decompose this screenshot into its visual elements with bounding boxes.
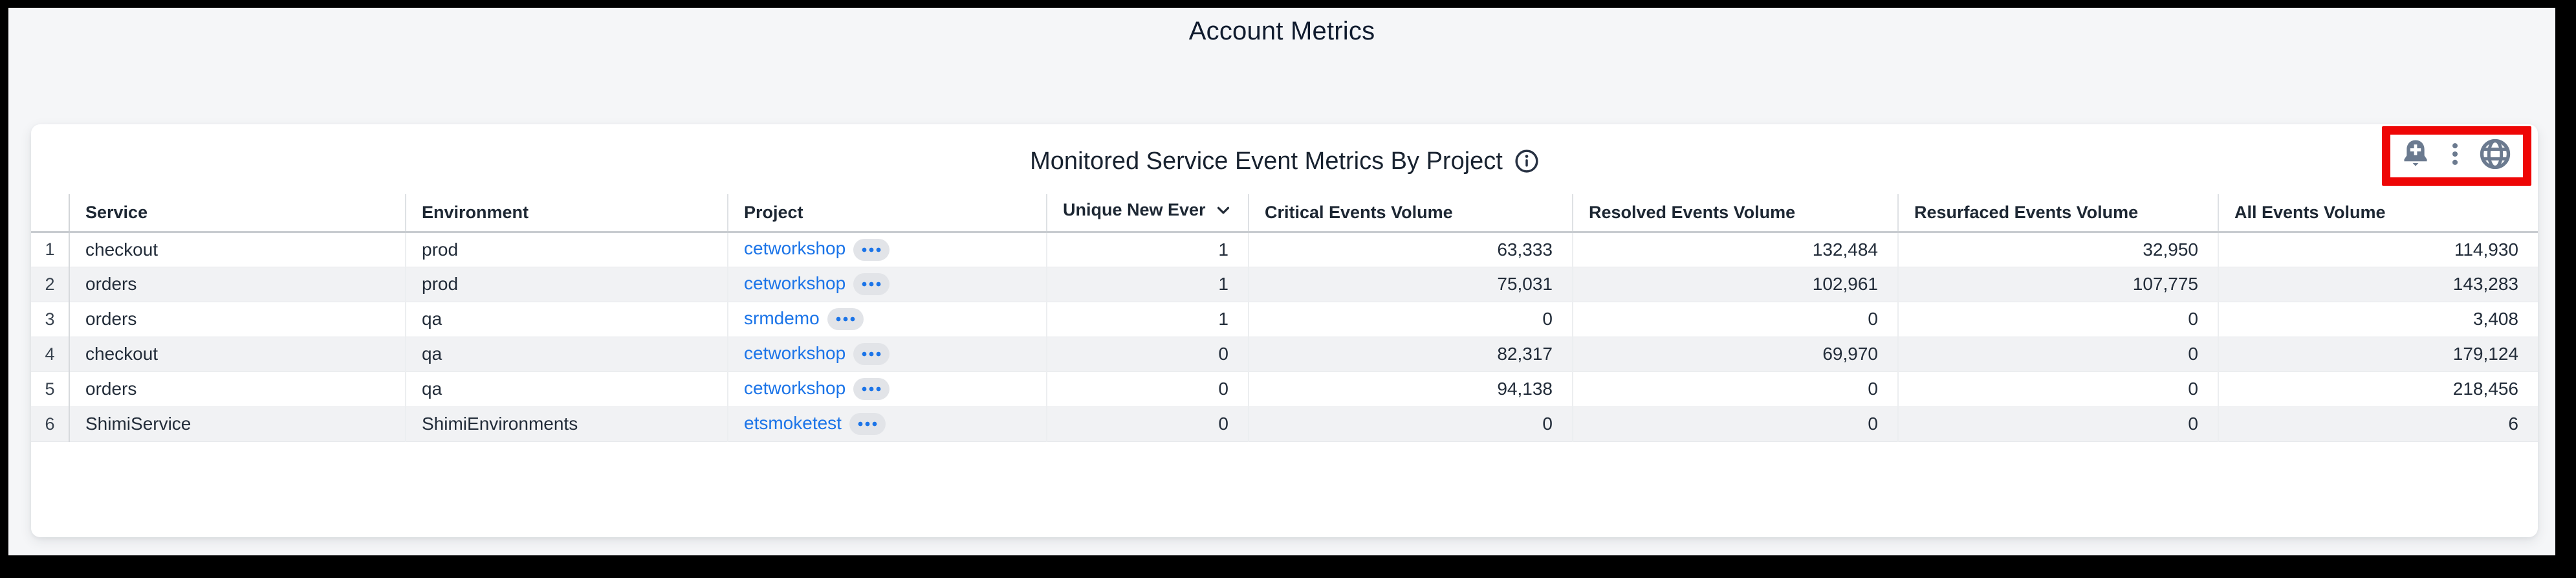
cell-service: checkout [69, 232, 406, 267]
cell-unique-new-events: 0 [1046, 406, 1249, 442]
cell-all-events: 179,124 [2218, 337, 2538, 372]
cell-environment: prod [405, 232, 728, 267]
metrics-panel: Monitored Service Event Metrics By Proje… [31, 124, 2538, 537]
panel-toolbar [2392, 124, 2519, 184]
panel-title: Monitored Service Event Metrics By Proje… [1030, 148, 1503, 175]
cell-unique-new-events: 1 [1046, 302, 1249, 337]
header-unique-new-events-label: Unique New Ever [1063, 200, 1206, 220]
cell-resurfaced-events: 0 [1897, 406, 2218, 442]
cell-service: orders [69, 267, 406, 302]
header-row: Service Environment Project Unique New E… [31, 194, 2538, 233]
cell-all-events: 3,408 [2218, 302, 2538, 337]
cell-environment: prod [405, 267, 728, 302]
table-row: 6 ShimiService ShimiEnvironments etsmoke… [31, 406, 2538, 442]
ellipsis-badge[interactable] [853, 378, 890, 401]
ellipsis-badge[interactable] [827, 308, 864, 331]
table-row: 1 checkout prod cetworkshop 1 63,333 132… [31, 232, 2538, 267]
project-link[interactable]: etsmoketest [744, 412, 842, 433]
ellipsis-badge[interactable] [853, 273, 890, 296]
cell-resurfaced-events: 0 [1897, 372, 2218, 407]
cell-project: cetworkshop [727, 232, 1047, 267]
cell-all-events: 143,283 [2218, 267, 2538, 302]
cell-critical-events: 94,138 [1248, 372, 1573, 407]
row-index: 1 [31, 232, 69, 267]
cell-unique-new-events: 0 [1046, 337, 1249, 372]
cell-resurfaced-events: 0 [1897, 337, 2218, 372]
cell-resurfaced-events: 32,950 [1897, 232, 2218, 267]
row-index: 2 [31, 267, 69, 302]
cell-service: orders [69, 302, 406, 337]
project-link[interactable]: srmdemo [744, 307, 820, 328]
cell-resolved-events: 69,970 [1572, 337, 1898, 372]
header-service[interactable]: Service [69, 194, 406, 233]
page-title: Account Metrics [1188, 17, 1375, 45]
project-link[interactable]: cetworkshop [744, 377, 846, 398]
cell-unique-new-events: 1 [1046, 232, 1249, 267]
cell-unique-new-events: 1 [1046, 267, 1249, 302]
cell-critical-events: 0 [1248, 302, 1573, 337]
header-critical-events[interactable]: Critical Events Volume [1248, 194, 1573, 233]
row-index: 4 [31, 337, 69, 372]
cell-resurfaced-events: 0 [1897, 302, 2218, 337]
cell-service: checkout [69, 337, 406, 372]
cell-project: etsmoketest [727, 406, 1047, 442]
cell-resurfaced-events: 107,775 [1897, 267, 2218, 302]
header-environment[interactable]: Environment [405, 194, 728, 233]
globe-icon[interactable] [2478, 137, 2513, 172]
cell-resolved-events: 0 [1572, 406, 1898, 442]
cell-project: cetworkshop [727, 337, 1047, 372]
cell-service: ShimiService [69, 406, 406, 442]
cell-critical-events: 82,317 [1248, 337, 1573, 372]
cell-resolved-events: 0 [1572, 302, 1898, 337]
cell-all-events: 114,930 [2218, 232, 2538, 267]
table-row: 4 checkout qa cetworkshop 0 82,317 69,97… [31, 337, 2538, 372]
row-index: 3 [31, 302, 69, 337]
header-row-index [31, 194, 69, 233]
header-all-events[interactable]: All Events Volume [2218, 194, 2538, 233]
table-row: 3 orders qa srmdemo 1 0 0 0 3,408 [31, 302, 2538, 337]
chevron-down-icon [1214, 201, 1233, 225]
cell-unique-new-events: 0 [1046, 372, 1249, 407]
cell-all-events: 6 [2218, 406, 2538, 442]
cell-project: cetworkshop [727, 372, 1047, 407]
cell-environment: qa [405, 337, 728, 372]
header-project[interactable]: Project [727, 194, 1047, 233]
header-resurfaced-events[interactable]: Resurfaced Events Volume [1897, 194, 2218, 233]
cell-service: orders [69, 372, 406, 407]
ellipsis-badge[interactable] [849, 413, 886, 436]
header-unique-new-events[interactable]: Unique New Ever [1046, 194, 1249, 233]
metrics-table: Service Environment Project Unique New E… [31, 194, 2538, 442]
header-resolved-events[interactable]: Resolved Events Volume [1572, 194, 1898, 233]
table-row: 2 orders prod cetworkshop 1 75,031 102,9… [31, 267, 2538, 302]
info-icon[interactable] [1514, 149, 1539, 173]
cell-critical-events: 0 [1248, 406, 1573, 442]
cell-environment: ShimiEnvironments [405, 406, 728, 442]
panel-header: Monitored Service Event Metrics By Proje… [31, 124, 2538, 194]
cell-all-events: 218,456 [2218, 372, 2538, 407]
cell-environment: qa [405, 302, 728, 337]
cell-project: srmdemo [727, 302, 1047, 337]
cell-resolved-events: 102,961 [1572, 267, 1898, 302]
row-index: 6 [31, 406, 69, 442]
add-alert-bell-icon[interactable] [2399, 137, 2432, 171]
table-row: 5 orders qa cetworkshop 0 94,138 0 0 218… [31, 372, 2538, 407]
project-link[interactable]: cetworkshop [744, 272, 846, 293]
kebab-menu-icon[interactable] [2441, 139, 2469, 170]
cell-resolved-events: 0 [1572, 372, 1898, 407]
cell-project: cetworkshop [727, 267, 1047, 302]
ellipsis-badge[interactable] [853, 238, 890, 261]
row-index: 5 [31, 372, 69, 407]
cell-resolved-events: 132,484 [1572, 232, 1898, 267]
ellipsis-badge[interactable] [853, 343, 890, 366]
cell-environment: qa [405, 372, 728, 407]
project-link[interactable]: cetworkshop [744, 342, 846, 363]
project-link[interactable]: cetworkshop [744, 238, 846, 259]
cell-critical-events: 63,333 [1248, 232, 1573, 267]
cell-critical-events: 75,031 [1248, 267, 1573, 302]
